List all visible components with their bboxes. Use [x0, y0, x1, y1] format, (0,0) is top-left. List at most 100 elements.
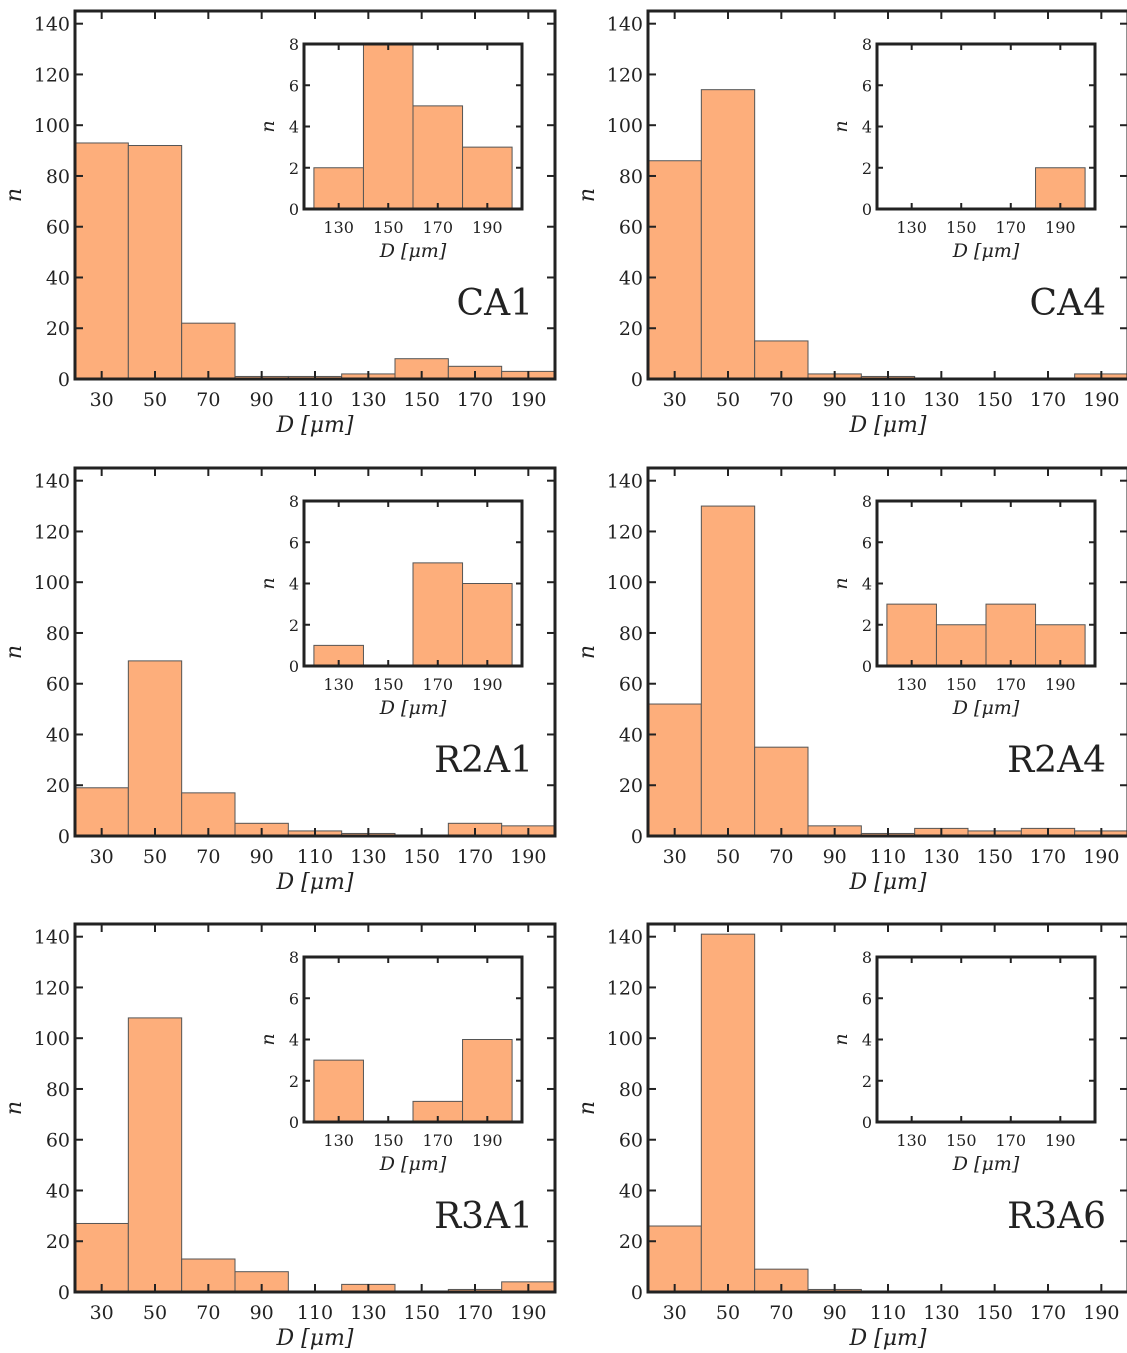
y-tick-label: 100	[607, 1028, 643, 1050]
inset-y-axis-label: n	[257, 1033, 279, 1045]
x-tick-label: 130	[923, 389, 959, 411]
x-axis-label: D [μm]	[849, 870, 927, 895]
inset-y-tick-label: 0	[289, 657, 299, 676]
inset-y-tick-label: 8	[289, 948, 299, 967]
inset-x-tick-label: 170	[422, 1131, 453, 1150]
x-tick-label: 130	[923, 1302, 959, 1324]
x-tick-label: 90	[823, 846, 847, 868]
bar	[127, 1017, 183, 1293]
inset-histogram: 130 150 170 190 0 2 4 6 8 D [μm] n	[257, 35, 524, 262]
inset-y-tick-label: 6	[862, 533, 872, 552]
inset-y-axis-label: n	[830, 120, 852, 132]
inset-bar	[886, 603, 937, 667]
x-tick-label: 150	[977, 846, 1013, 868]
x-tick-label: 70	[196, 389, 220, 411]
y-tick-label: 0	[58, 1282, 70, 1304]
inset-x-axis-label: D [μm]	[952, 1153, 1020, 1175]
inset-x-axis-label: D [μm]	[379, 240, 447, 262]
y-tick-label: 80	[46, 166, 70, 188]
bar	[647, 160, 702, 380]
y-tick-label: 60	[619, 217, 643, 239]
inset-y-tick-label: 4	[289, 575, 299, 594]
y-axis-label: n	[2, 645, 27, 659]
x-tick-label: 130	[350, 389, 386, 411]
inset-y-tick-label: 0	[862, 657, 872, 676]
y-tick-label: 20	[619, 1231, 643, 1253]
y-tick-label: 140	[607, 471, 643, 493]
y-tick-label: 80	[46, 1079, 70, 1101]
x-tick-label: 190	[1083, 1302, 1119, 1324]
y-tick-label: 40	[46, 724, 70, 746]
inset-y-tick-label: 4	[862, 118, 872, 137]
inset-histogram: 130 150 170 190 0 2 4 6 8 D [μm] n	[257, 948, 524, 1175]
x-tick-label: 30	[663, 1302, 687, 1324]
y-tick-label: 0	[58, 369, 70, 391]
inset-y-tick-label: 6	[289, 533, 299, 552]
panel-label: R3A6	[1007, 1196, 1106, 1237]
inset-x-tick-label: 130	[323, 218, 354, 237]
inset-x-tick-label: 150	[946, 675, 977, 694]
y-tick-label: 20	[46, 775, 70, 797]
y-tick-label: 100	[34, 1028, 70, 1050]
inset-x-tick-label: 150	[946, 1131, 977, 1150]
inset-y-tick-label: 8	[289, 492, 299, 511]
inset-x-tick-label: 130	[896, 1131, 927, 1150]
histogram-panel-ca1: 30 50 70 90 110 130 150 170 19002040608010012014…	[2, 9, 557, 438]
inset-y-tick-label: 0	[862, 1113, 872, 1132]
y-tick-label: 140	[607, 14, 643, 36]
x-tick-label: 150	[404, 1302, 440, 1324]
y-tick-label: 20	[619, 775, 643, 797]
y-tick-label: 140	[34, 927, 70, 949]
histogram-panel-r3a6: 30 50 70 90 110 130 150 170 19002040608010012014…	[575, 922, 1127, 1351]
inset-bar	[985, 603, 1037, 667]
x-tick-label: 30	[90, 846, 114, 868]
y-tick-label: 20	[46, 318, 70, 340]
x-tick-label: 190	[510, 389, 546, 411]
y-tick-label: 40	[46, 1180, 70, 1202]
inset-y-axis-label: n	[830, 577, 852, 589]
x-tick-label: 50	[143, 1302, 167, 1324]
inset-x-tick-label: 190	[472, 218, 503, 237]
x-tick-label: 190	[510, 846, 546, 868]
y-tick-label: 0	[631, 1282, 643, 1304]
y-axis-label: n	[575, 645, 600, 659]
x-tick-label: 70	[769, 389, 793, 411]
x-tick-label: 50	[716, 1302, 740, 1324]
inset-x-tick-label: 190	[1045, 675, 1076, 694]
x-tick-label: 50	[716, 389, 740, 411]
inset-histogram: 130 150 170 190 0 2 4 6 8 D [μm] n	[257, 492, 524, 719]
inset-bar	[462, 1039, 513, 1123]
histogram-panel-ca4: 30 50 70 90 110 130 150 170 19002040608010012014…	[575, 9, 1127, 438]
y-tick-label: 60	[46, 1130, 70, 1152]
y-axis-label: n	[2, 1101, 27, 1115]
x-tick-label: 110	[870, 846, 906, 868]
bar	[181, 322, 236, 380]
histogram-panel-r3a1: 30 50 70 90 110 130 150 170 19002040608010012014…	[2, 922, 557, 1351]
inset-bar	[412, 562, 464, 667]
inset-y-tick-label: 0	[862, 200, 872, 219]
inset-y-tick-label: 4	[289, 118, 299, 137]
y-tick-label: 60	[46, 217, 70, 239]
inset-y-axis-label: n	[257, 577, 279, 589]
x-tick-label: 110	[297, 1302, 333, 1324]
y-tick-label: 120	[607, 64, 643, 86]
x-axis-label: D [μm]	[276, 1326, 354, 1351]
x-tick-label: 170	[1030, 846, 1066, 868]
y-tick-label: 100	[607, 115, 643, 137]
x-tick-label: 110	[297, 389, 333, 411]
inset-bar	[313, 1059, 364, 1123]
x-axis-label: D [μm]	[849, 1326, 927, 1351]
y-tick-label: 80	[619, 1079, 643, 1101]
x-tick-label: 170	[457, 846, 493, 868]
inset-y-tick-label: 6	[289, 989, 299, 1008]
inset-y-tick-label: 2	[289, 159, 299, 178]
x-tick-label: 170	[457, 1302, 493, 1324]
panel-label: R3A1	[434, 1196, 533, 1237]
x-tick-label: 70	[196, 846, 220, 868]
inset-x-tick-label: 130	[896, 675, 927, 694]
y-tick-label: 60	[46, 674, 70, 696]
inset-y-tick-label: 4	[862, 1031, 872, 1050]
x-tick-label: 30	[90, 389, 114, 411]
inset-x-tick-label: 190	[472, 1131, 503, 1150]
